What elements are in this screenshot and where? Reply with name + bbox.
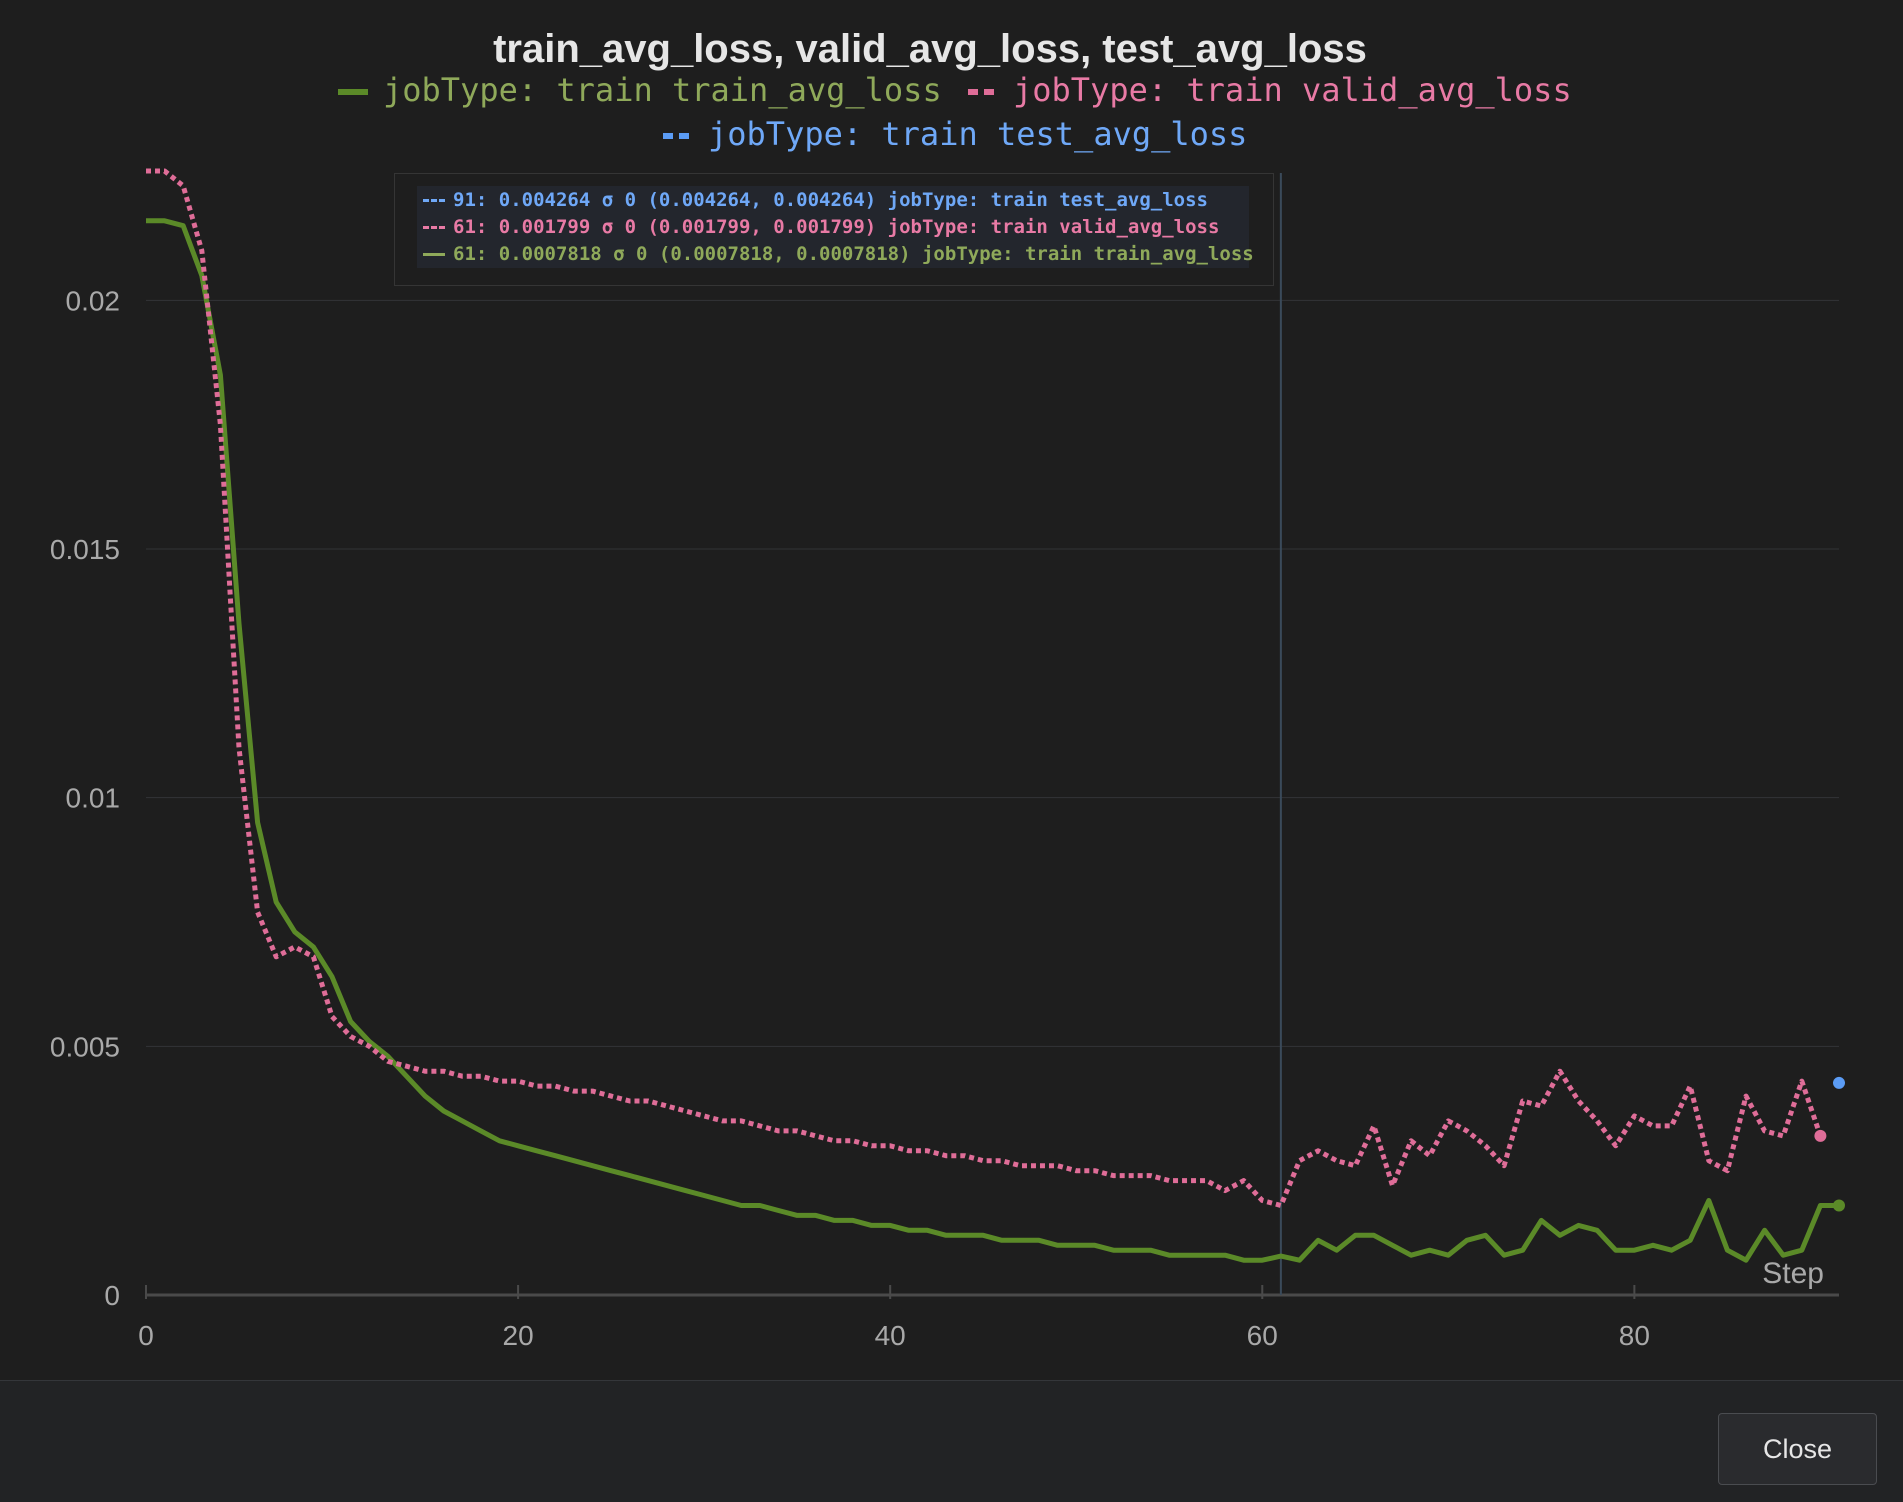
series-line-2	[146, 168, 1823, 1208]
legend-label-3: jobType: train test_avg_loss	[708, 115, 1247, 153]
line-chart: train_avg_loss, valid_avg_loss, test_avg…	[50, 27, 1845, 1351]
x-tick-label: 60	[1247, 1320, 1278, 1351]
close-button[interactable]: Close	[1718, 1413, 1877, 1485]
legend-label-1: jobType: train train_avg_loss	[383, 71, 942, 109]
chart-title: train_avg_loss, valid_avg_loss, test_avg…	[493, 27, 1367, 71]
tooltip-text: 91: 0.004264 σ 0 (0.004264, 0.004264) jo…	[453, 189, 1208, 211]
legend-label-2: jobType: train valid_avg_loss	[1013, 71, 1572, 109]
tooltip-swatch	[423, 253, 445, 256]
y-tick-label: 0.015	[50, 534, 120, 565]
series-point-3	[1833, 1076, 1845, 1089]
tooltip-text: 61: 0.001799 σ 0 (0.001799, 0.001799) jo…	[453, 216, 1220, 238]
tooltip-content: 91: 0.004264 σ 0 (0.004264, 0.004264) jo…	[417, 186, 1254, 268]
series-point-1	[1833, 1199, 1845, 1212]
x-tick-label: 80	[1619, 1320, 1650, 1351]
dialog-footer: Close	[0, 1380, 1903, 1502]
y-tick-label: 0.02	[66, 285, 121, 316]
y-tick-label: 0.01	[66, 783, 121, 814]
tooltip-row: 91: 0.004264 σ 0 (0.004264, 0.004264) jo…	[423, 187, 1208, 213]
x-tick-label: 0	[138, 1320, 154, 1351]
tooltip-swatch	[423, 226, 445, 229]
tooltip-row: 61: 0.0007818 σ 0 (0.0007818, 0.0007818)…	[423, 241, 1254, 267]
x-tick-label: 20	[503, 1320, 534, 1351]
x-tick-label: 40	[875, 1320, 906, 1351]
tooltip-row: 61: 0.001799 σ 0 (0.001799, 0.001799) jo…	[423, 214, 1219, 240]
chart-panel: train_avg_loss, valid_avg_loss, test_avg…	[49, 27, 1845, 1351]
y-tick-label: 0	[104, 1280, 120, 1311]
series-point-2	[1814, 1129, 1827, 1142]
tooltip-swatch	[423, 199, 445, 202]
hover-tooltip: 91: 0.004264 σ 0 (0.004264, 0.004264) jo…	[394, 173, 1274, 286]
tooltip-text: 61: 0.0007818 σ 0 (0.0007818, 0.0007818)…	[453, 243, 1254, 265]
x-axis-label: Step	[1762, 1257, 1824, 1290]
series-line-1	[146, 218, 1839, 1263]
y-tick-label: 0.005	[50, 1031, 120, 1062]
